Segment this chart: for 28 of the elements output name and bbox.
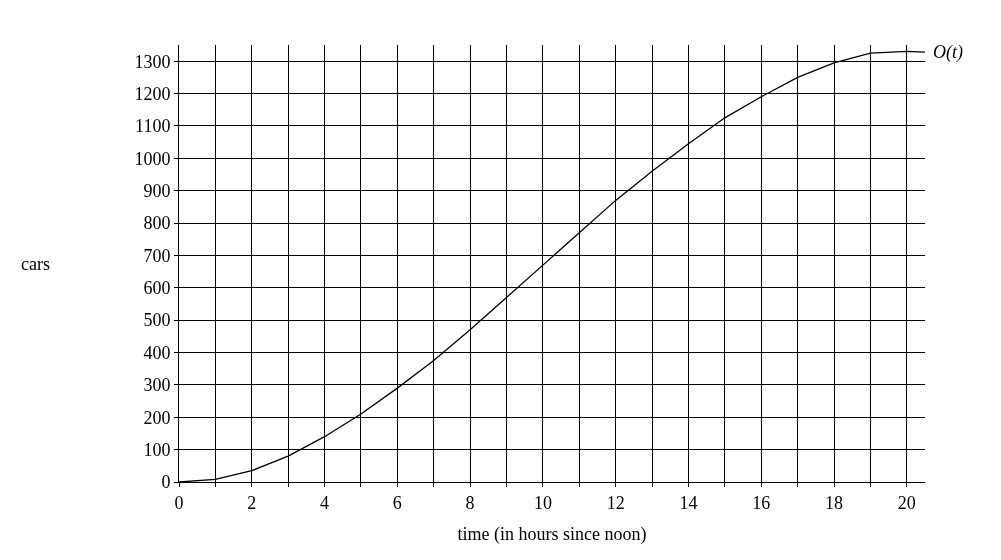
y-tick-label: 400 xyxy=(143,342,171,363)
y-tick-label: 700 xyxy=(143,245,171,266)
x-tick-label: 4 xyxy=(320,492,330,513)
y-tick-label: 200 xyxy=(143,407,171,428)
y-tick-label: 1100 xyxy=(135,116,171,137)
y-tick-label: 300 xyxy=(143,375,171,396)
x-axis-title: time (in hours since noon) xyxy=(457,523,647,545)
x-tick-label: 18 xyxy=(825,492,844,513)
y-tick-label: 800 xyxy=(143,213,171,234)
x-tick-label: 6 xyxy=(392,492,402,513)
y-tick-label: 1300 xyxy=(134,51,171,72)
y-tick-label: 900 xyxy=(143,180,171,201)
y-tick-label: 1200 xyxy=(134,83,171,104)
y-axis-title: cars xyxy=(21,254,50,274)
x-tick-label: 20 xyxy=(897,492,916,513)
y-tick-label: 1000 xyxy=(134,148,171,169)
x-tick-label: 14 xyxy=(679,492,698,513)
y-tick-label: 600 xyxy=(143,278,171,299)
y-tick-label: 0 xyxy=(161,472,171,493)
x-tick-label: 8 xyxy=(465,492,475,513)
y-tick-label: 500 xyxy=(143,310,171,331)
x-tick-label: 2 xyxy=(247,492,257,513)
y-tick-label: 100 xyxy=(143,439,171,460)
x-tick-label: 0 xyxy=(174,492,184,513)
x-tick-label: 12 xyxy=(606,492,625,513)
x-tick-label: 10 xyxy=(533,492,552,513)
x-tick-label: 16 xyxy=(752,492,771,513)
series-label: O(t) xyxy=(933,42,963,63)
